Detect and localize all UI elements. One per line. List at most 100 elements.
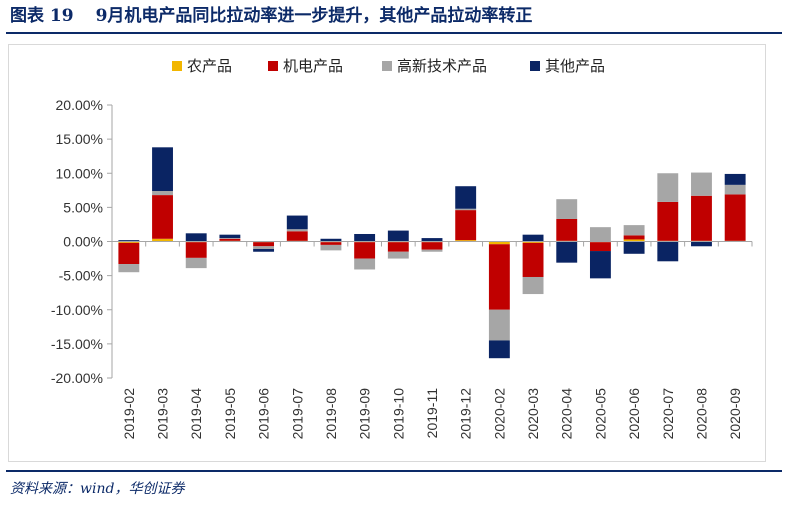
bar-segment <box>724 173 746 185</box>
y-tick-label: 10.00% <box>56 165 103 181</box>
x-tick-label: 2020-05 <box>592 388 608 440</box>
x-tick-label: 2019-11 <box>424 388 440 439</box>
bar-segment <box>354 258 376 270</box>
bar-segment <box>320 244 342 251</box>
y-tick-label: 15.00% <box>56 131 103 147</box>
bar-segment <box>455 240 477 242</box>
bar-segment <box>118 241 140 243</box>
bar-segment <box>354 242 376 259</box>
bar-segment <box>522 234 544 242</box>
x-tick-label: 2020-08 <box>693 388 709 440</box>
y-tick-label: 0.00% <box>63 234 103 250</box>
bar-segment <box>118 240 140 242</box>
bar-segment <box>387 230 409 242</box>
bar-segment <box>589 227 611 242</box>
x-tick-label: 2020-04 <box>559 388 575 440</box>
bar-segment <box>623 225 645 236</box>
y-tick-label: -15.00% <box>51 336 103 352</box>
x-tick-label: 2020-09 <box>727 388 743 440</box>
x-tick-label: 2019-08 <box>323 388 339 440</box>
legend-label: 农产品 <box>187 58 232 75</box>
x-tick-label: 2019-02 <box>121 388 137 440</box>
figure-title-bar: 图表 19 9月机电产品同比拉动率进一步提升，其他产品拉动率转正 <box>10 3 532 29</box>
x-tick-label: 2019-12 <box>458 388 474 440</box>
title-rule <box>6 32 782 34</box>
bar-segment <box>623 241 645 254</box>
bar-segment <box>455 210 477 241</box>
y-tick-label: -5.00% <box>59 268 103 284</box>
bar-segment <box>387 251 409 259</box>
bar-segment <box>185 242 207 258</box>
bar-segment <box>118 264 140 273</box>
x-tick-label: 2020-03 <box>525 388 541 440</box>
x-tick-label: 2019-07 <box>289 388 305 440</box>
x-tick-label: 2019-09 <box>357 388 373 440</box>
bar-segment <box>152 147 173 191</box>
bar-segment <box>219 234 241 239</box>
bar-segment <box>253 246 275 250</box>
legend-swatch <box>172 61 182 71</box>
bar-segment <box>488 340 510 359</box>
bar-segment <box>421 238 443 242</box>
bar-segment <box>152 190 173 196</box>
y-tick-label: -20.00% <box>51 370 103 386</box>
bar-segment <box>522 242 544 277</box>
bar-segment <box>522 241 544 243</box>
bar-segment <box>589 251 611 279</box>
bar-segment <box>657 201 679 241</box>
x-tick-label: 2020-02 <box>491 388 507 440</box>
legend-label: 机电产品 <box>283 58 343 75</box>
legend-label: 其他产品 <box>545 58 605 75</box>
bar-segment <box>657 173 679 202</box>
bar-segment <box>219 238 241 239</box>
bar-segment <box>185 257 207 269</box>
bar-segment <box>455 186 477 209</box>
bar-segment <box>556 199 578 219</box>
bar-segment <box>589 242 611 252</box>
bar-segment <box>387 242 409 252</box>
bar-segment <box>320 238 342 242</box>
source-rule <box>6 470 782 472</box>
x-tick-label: 2019-03 <box>155 388 171 440</box>
bar-segment <box>354 233 376 242</box>
legend-swatch <box>530 61 540 71</box>
bar-segment <box>623 235 645 240</box>
bar-segment <box>724 184 746 195</box>
y-tick-label: 5.00% <box>63 199 103 215</box>
bar-segment <box>320 242 342 245</box>
bar-segment <box>657 241 679 262</box>
bar-segment <box>556 241 578 263</box>
legend-swatch <box>382 61 392 71</box>
x-tick-label: 2020-07 <box>660 388 676 440</box>
legend-swatch <box>268 61 278 71</box>
bar-segment <box>691 172 712 196</box>
bar-segment <box>691 241 712 247</box>
bar-segment <box>691 195 712 241</box>
bar-segment <box>185 233 207 242</box>
x-tick-label: 2019-05 <box>222 388 238 440</box>
bar-segment <box>421 249 443 252</box>
x-tick-label: 2020-06 <box>626 388 642 440</box>
bar-segment <box>455 208 477 211</box>
bar-segment <box>522 276 544 295</box>
bar-segment <box>253 242 275 247</box>
bar-segment <box>488 309 510 341</box>
x-tick-label: 2019-06 <box>256 388 272 440</box>
bar-segment <box>253 249 275 252</box>
bar-segment <box>152 238 173 242</box>
bar-segment <box>724 194 746 241</box>
bar-segment <box>488 241 510 245</box>
figure-title: 9月机电产品同比拉动率进一步提升，其他产品拉动率转正 <box>95 6 533 26</box>
figure-label: 图表 19 <box>10 6 74 26</box>
bar-segment <box>286 229 308 232</box>
bar-segment <box>152 195 173 239</box>
bar-segment <box>286 231 308 241</box>
y-tick-label: 20.00% <box>56 97 103 113</box>
bar-segment <box>488 244 510 310</box>
bar-segment <box>286 215 308 230</box>
bar-segment <box>219 238 241 241</box>
source-note: 资料来源：wind，华创证券 <box>10 481 185 497</box>
y-tick-label: -10.00% <box>51 302 103 318</box>
bar-segment <box>421 242 443 250</box>
